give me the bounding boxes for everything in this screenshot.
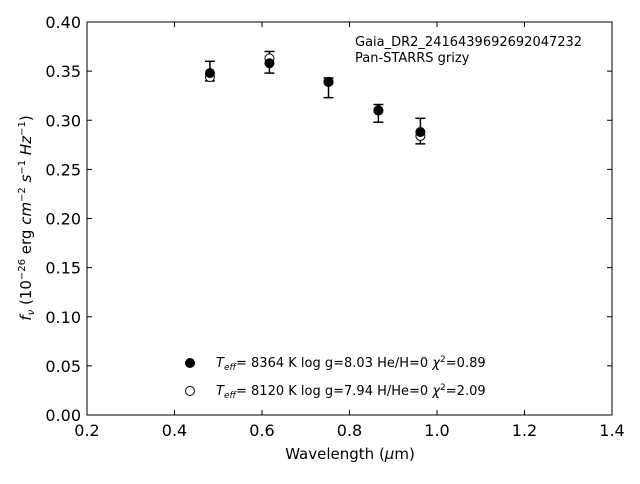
x-tick-label: 0.4 [162,421,187,440]
legend-entry-1: Teff= 8364 K log g=8.03 He/H=0 χ2=0.89 [216,355,486,373]
legend-marker-filled [185,358,195,368]
model-markers [204,53,426,141]
annotation-survey: Pan-STARRS grizy [355,51,470,66]
legend-entry-2: Teff= 8120 K log g=7.94 H/He=0 χ2=2.09 [216,383,486,401]
x-tick-label: 1.2 [512,421,537,440]
x-tick-label: 1.4 [599,421,624,440]
annotation-object-id: Gaia_DR2_2416439692692047232 [355,35,582,50]
x-tick-label: 0.2 [74,421,99,440]
x-tick-label: 1.0 [424,421,449,440]
model-point-filled [204,68,215,79]
legend-marker-open [185,386,195,396]
x-axis-title: Wavelength (μm) [285,445,415,463]
x-tick-label: 0.6 [249,421,274,440]
y-tick-label: 0.30 [45,111,81,130]
legend: Teff= 8364 K log g=8.03 He/H=0 χ2=0.89 T… [185,355,486,401]
y-tick-label: 0.40 [45,13,81,32]
x-axis: 0.2 0.4 0.6 0.8 1.0 1.2 1.4 [74,22,625,440]
y-tick-label: 0.10 [45,308,81,327]
x-tick-label: 0.8 [337,421,362,440]
model-point-filled [373,105,384,116]
model-point-filled [415,127,426,138]
y-tick-label: 0.05 [45,357,81,376]
model-point-filled [323,76,334,87]
y-tick-label: 0.00 [45,406,81,425]
y-axis-title: fν (10−26 erg cm−2 s−1 Hz−1) [17,115,37,320]
y-tick-label: 0.35 [45,62,81,81]
y-tick-label: 0.25 [45,160,81,179]
y-tick-label: 0.20 [45,210,81,229]
model-point-filled [264,58,275,69]
y-tick-label: 0.15 [45,259,81,278]
y-axis: 0.00 0.05 0.10 0.15 0.20 0.25 0.30 0.35 0.40 [45,13,612,425]
